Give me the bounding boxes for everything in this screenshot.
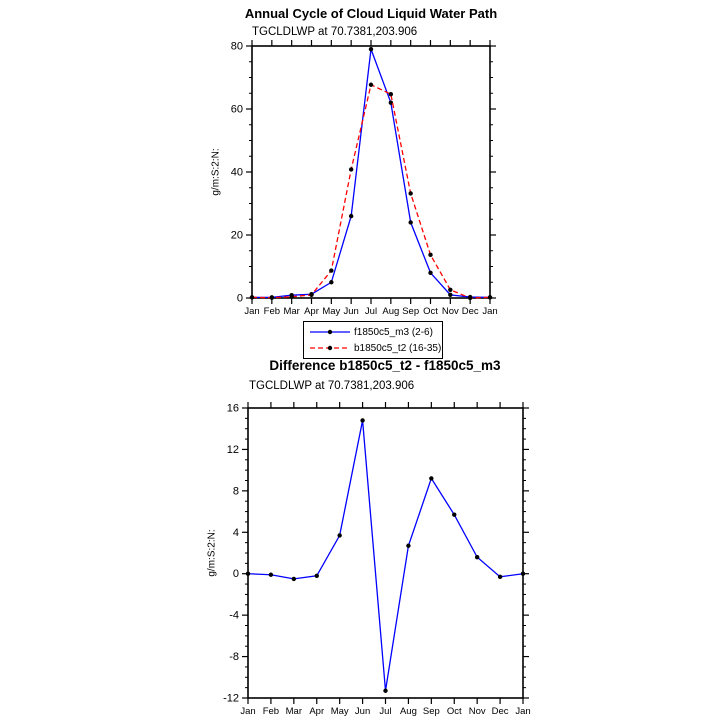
svg-text:8: 8 — [233, 485, 239, 497]
bottom-chart-title: Difference b1850c5_t2 - f1850c5_m3 — [269, 358, 501, 373]
svg-text:Mar: Mar — [283, 306, 299, 317]
svg-text:-12: -12 — [223, 693, 239, 705]
legend-box: f1850c5_m3 (2-6) b1850c5_t2 (16-35) — [303, 321, 443, 359]
svg-text:Feb: Feb — [263, 706, 279, 717]
top-chart-subtitle: TGCLDLWP at 70.7381,203.906 — [252, 26, 418, 38]
svg-text:Jan: Jan — [240, 706, 255, 717]
svg-text:Sep: Sep — [423, 706, 440, 717]
top-chart-plot-area: 0 20 40 60 80 Jan Feb Mar Apr May Jun Jul Aug Sep Oct N… — [231, 40, 498, 317]
legend-item-f1850c5-m3: f1850c5_m3 (2-6) — [308, 324, 438, 340]
svg-text:12: 12 — [227, 444, 239, 456]
svg-text:0: 0 — [233, 568, 239, 580]
svg-text:-4: -4 — [229, 610, 239, 622]
svg-text:0: 0 — [237, 293, 243, 305]
svg-text:Aug: Aug — [400, 706, 417, 717]
svg-text:Oct: Oct — [423, 306, 438, 317]
svg-text:Jan: Jan — [482, 306, 497, 317]
bottom-chart-plot-area: -12 -8 -4 0 4 8 12 16 Jan Feb Mar Apr May Jun Jul Aug Se… — [223, 402, 531, 717]
svg-text:May: May — [322, 306, 340, 317]
svg-text:Jul: Jul — [365, 306, 377, 317]
svg-text:Mar: Mar — [286, 706, 302, 717]
legend-label-f1850c5-m3: f1850c5_m3 (2-6) — [354, 326, 433, 338]
svg-text:Feb: Feb — [264, 306, 280, 317]
legend-label-b1850c5-t2: b1850c5_t2 (16-35) — [354, 342, 442, 354]
top-chart-title: Annual Cycle of Cloud Liquid Water Path — [244, 6, 498, 21]
svg-text:4: 4 — [233, 527, 239, 539]
svg-text:16: 16 — [227, 403, 239, 415]
svg-text:Jun: Jun — [344, 306, 359, 317]
svg-text:Jan: Jan — [515, 706, 530, 717]
bottom-chart-subtitle: TGCLDLWP at 70.7381,203.906 — [249, 380, 415, 392]
svg-text:Nov: Nov — [442, 306, 459, 317]
svg-text:Oct: Oct — [447, 706, 462, 717]
svg-text:Jan: Jan — [244, 306, 259, 317]
svg-text:60: 60 — [231, 104, 243, 116]
svg-text:Sep: Sep — [402, 306, 419, 317]
svg-text:Jun: Jun — [355, 706, 370, 717]
svg-text:Dec: Dec — [462, 306, 479, 317]
svg-text:20: 20 — [231, 230, 243, 242]
legend-item-b1850c5-t2: b1850c5_t2 (16-35) — [308, 340, 442, 356]
legend-line-sample-red — [310, 345, 350, 351]
svg-text:Aug: Aug — [382, 306, 399, 317]
legend-line-sample-blue — [310, 329, 350, 335]
svg-text:Apr: Apr — [309, 706, 324, 717]
svg-text:May: May — [331, 706, 349, 717]
svg-text:Apr: Apr — [304, 306, 319, 317]
svg-text:Jul: Jul — [379, 706, 391, 717]
svg-text:Dec: Dec — [492, 706, 509, 717]
svg-text:Nov: Nov — [469, 706, 486, 717]
svg-text:40: 40 — [231, 167, 243, 179]
svg-text:80: 80 — [231, 41, 243, 53]
svg-text:-8: -8 — [229, 651, 239, 663]
